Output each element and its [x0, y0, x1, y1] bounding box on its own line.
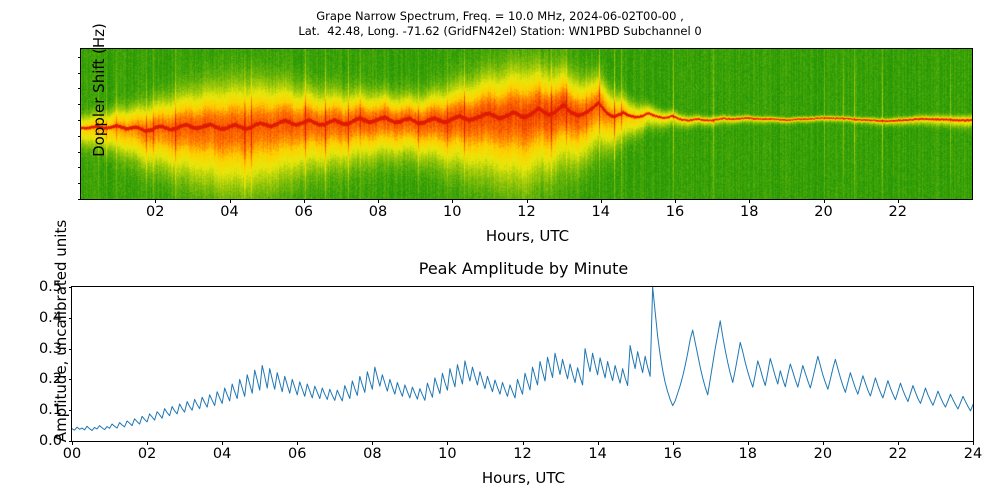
amplitude-x-tick-mark	[973, 441, 974, 445]
amplitude-x-tick-label: 12	[513, 446, 532, 462]
spectrogram-y-tick-mark	[77, 120, 81, 122]
amplitude-x-tick-mark	[897, 441, 899, 445]
amplitude-y-tick-label: 0.3	[38, 340, 62, 357]
spectrogram-y-tick-mark	[77, 104, 81, 106]
amplitude-x-tick-mark	[747, 441, 749, 445]
spectrogram-x-tick-label: 06	[294, 204, 313, 220]
spectrogram-x-tick-mark	[675, 199, 676, 203]
spectrogram-x-tick-mark	[823, 199, 825, 203]
spectrogram-x-tick-mark	[452, 199, 454, 203]
amplitude-series-path	[72, 287, 973, 432]
spectrogram-x-tick-mark	[378, 199, 379, 203]
amplitude-x-tick-label: 02	[137, 446, 157, 462]
amplitude-x-tick-mark	[447, 441, 449, 445]
spectrogram-y-tick-mark	[77, 183, 81, 185]
amplitude-y-tick-label: 0.0	[38, 433, 62, 449]
amplitude-y-tick-mark	[68, 441, 72, 442]
spectrogram-y-tick-mark	[77, 167, 81, 169]
amplitude-x-tick-mark	[147, 441, 149, 445]
amplitude-x-tick-mark	[822, 441, 824, 445]
amplitude-y-tick-label: 0.2	[38, 371, 62, 388]
amplitude-x-tick-label: 14	[588, 446, 607, 462]
spectrogram-x-tick-label: 04	[220, 204, 239, 220]
spectrogram-y-tick-mark	[77, 135, 81, 137]
amplitude-axes: Peak Amplitude by Minute Amplitude, unca…	[39, 220, 982, 487]
amplitude-x-tick-label: 22	[888, 446, 908, 462]
spectrogram-x-tick-label: 20	[814, 204, 833, 220]
spectrogram-x-tick-label: 14	[591, 204, 610, 220]
spectrogram-axes: Doppler Shift (Hz) Hours, UTC 43210-1-2-…	[77, 23, 973, 245]
figure-title-line-1: Grape Narrow Spectrum, Freq. = 10.0 MHz,…	[316, 9, 684, 23]
amplitude-x-tick-label: 08	[363, 446, 382, 462]
spectrogram-x-tick-label: 18	[740, 204, 759, 220]
spectrogram-x-tick-mark	[600, 199, 602, 203]
amplitude-x-tick-mark	[372, 441, 374, 445]
amplitude-y-tick-mark	[68, 317, 72, 319]
spectrogram-x-tick-mark	[303, 199, 305, 203]
amplitude-x-tick-label: 04	[212, 446, 232, 462]
spectrogram-x-tick-label: 16	[665, 204, 685, 220]
amplitude-y-tick-label: 0.4	[38, 309, 62, 326]
spectrogram-x-tick-mark	[897, 199, 899, 203]
amplitude-x-tick-label: 06	[288, 446, 307, 462]
spectrogram-y-tick-mark	[77, 88, 81, 90]
amplitude-x-tick-mark	[522, 441, 524, 445]
figure-title-line-2: Lat. 42.48, Long. -71.62 (GridFN42el) St…	[298, 24, 702, 38]
amplitude-x-tick-label: 20	[813, 446, 833, 462]
amplitude-y-tick-mark	[68, 348, 72, 350]
amplitude-x-tick-label: 10	[438, 446, 457, 462]
amplitude-x-tick-mark	[72, 441, 73, 445]
spectrogram-x-tick-mark	[526, 199, 528, 203]
amplitude-x-tick-mark	[672, 441, 674, 445]
spectrogram-x-tick-mark	[229, 199, 231, 203]
spectrogram-y-tick-mark	[77, 72, 81, 74]
spectrogram-x-axis-label: Hours, UTC	[485, 227, 570, 245]
amplitude-y-tick-mark	[68, 379, 72, 381]
amplitude-chart-title: Peak Amplitude by Minute	[418, 259, 629, 278]
spectrogram-x-tick-label: 22	[888, 204, 907, 220]
spectrogram-y-tick-mark	[77, 56, 81, 58]
spectrogram-x-tick-mark	[155, 199, 157, 203]
amplitude-x-tick-mark	[297, 441, 299, 445]
amplitude-x-tick-label: 18	[738, 446, 757, 462]
amplitude-line-chart	[72, 287, 973, 432]
spectrogram-x-tick-label: 02	[146, 204, 165, 220]
amplitude-x-tick-label: 00	[62, 446, 82, 462]
spectrogram-image	[81, 49, 972, 199]
spectrogram-x-tick-mark	[749, 199, 751, 203]
spectrogram-x-tick-label: 08	[368, 204, 388, 220]
spectrogram-y-tick-mark	[77, 199, 81, 200]
amplitude-x-tick-mark	[597, 441, 599, 445]
spectrogram-x-tick-label: 10	[443, 204, 462, 220]
amplitude-x-tick-label: 16	[663, 446, 682, 462]
amplitude-x-axis-label: Hours, UTC	[481, 469, 566, 487]
spectrogram-y-tick-mark	[77, 151, 81, 153]
amplitude-x-tick-label: 24	[963, 446, 983, 462]
spectrogram-y-axis-label: Doppler Shift (Hz)	[90, 23, 108, 157]
amplitude-y-tick-mark	[68, 287, 72, 288]
amplitude-y-tick-label: 0.1	[38, 402, 62, 419]
amplitude-x-tick-mark	[222, 441, 224, 445]
amplitude-y-tick-label: 0.5	[38, 279, 62, 295]
amplitude-y-tick-mark	[68, 410, 72, 412]
spectrogram-x-tick-label: 12	[517, 204, 536, 220]
